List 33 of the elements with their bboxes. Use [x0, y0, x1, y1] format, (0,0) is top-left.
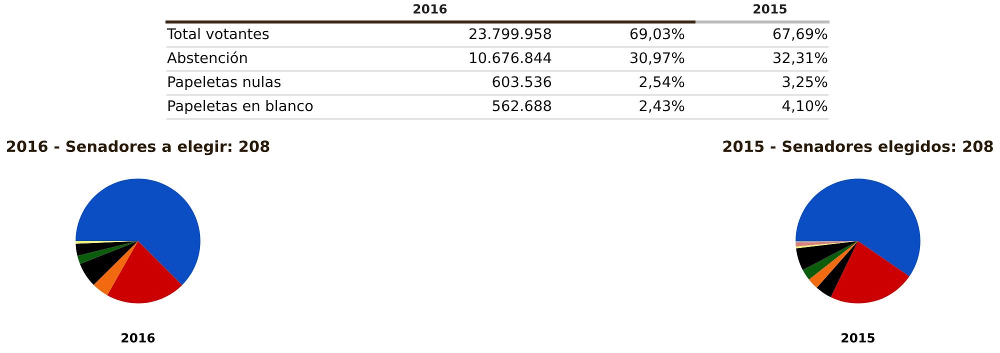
- text: Papeletas nulas: [168, 76, 281, 90]
- text: Total votantes: [166, 28, 269, 40]
- text: 603.536: [492, 76, 552, 88]
- text: 69,03%: [630, 28, 684, 41]
- chart-title: 2015 - Senadores elegidos: 208: [723, 140, 993, 156]
- pie-slice: [80, 241, 138, 285]
- text: 2015: [842, 333, 875, 343]
- pie-slice: [796, 241, 858, 248]
- text: 2016: [414, 4, 447, 14]
- pie-slice: [808, 241, 858, 288]
- text: 2015: [754, 4, 787, 14]
- pie-slice: [76, 178, 200, 286]
- text: 4,10%: [782, 100, 828, 113]
- pie-slice: [94, 241, 138, 296]
- text: Papeletas en blanco: [168, 100, 313, 114]
- text: 32,31%: [774, 52, 828, 65]
- pie-slice: [796, 178, 920, 276]
- text: 23.799.958: [470, 28, 551, 40]
- text: Abstención: [167, 51, 247, 64]
- text: 30,97%: [630, 52, 684, 65]
- text: 562.688: [492, 100, 551, 112]
- text: 10.676.844: [470, 52, 552, 64]
- text: 67,69%: [773, 28, 828, 41]
- pie-slice: [830, 241, 910, 304]
- text: 2,43%: [640, 100, 684, 113]
- pie-slice: [107, 241, 182, 304]
- pie-slice: [796, 241, 858, 246]
- text: 2,54%: [640, 76, 684, 89]
- text: 2016: [122, 333, 155, 343]
- pie-slice: [802, 241, 858, 280]
- chart-title: 2016 - Senadores a elegir: 208: [7, 140, 270, 156]
- text: 3,25%: [782, 76, 828, 89]
- pie-slice: [77, 241, 138, 264]
